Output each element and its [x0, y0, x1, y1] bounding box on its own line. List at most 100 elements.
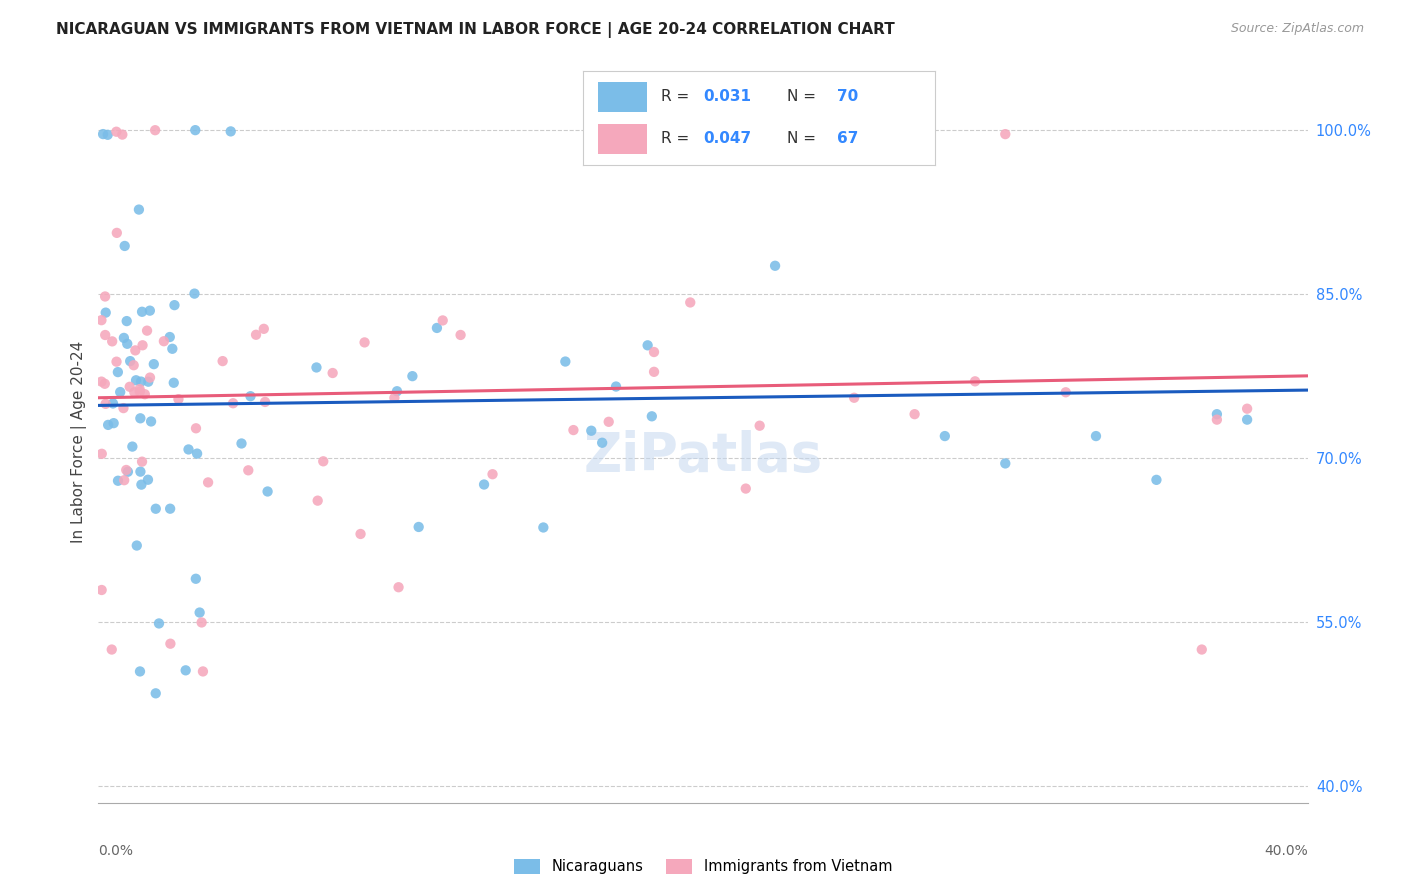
Point — [1144, 473, 1167, 487]
Point — [94, 376, 117, 391]
Point — [641, 409, 664, 424]
Point — [107, 474, 129, 488]
Point — [1054, 385, 1077, 400]
Point — [605, 379, 627, 393]
Point — [143, 123, 166, 137]
Point — [103, 416, 125, 430]
Point — [101, 334, 124, 349]
Point — [353, 335, 375, 350]
Point — [1206, 412, 1229, 426]
Text: 67: 67 — [837, 131, 858, 146]
Point — [401, 369, 423, 384]
Point — [219, 124, 242, 138]
Point — [139, 303, 162, 318]
Point — [211, 354, 233, 368]
Point — [148, 616, 170, 631]
Point — [136, 473, 159, 487]
Point — [117, 465, 139, 479]
Point — [159, 330, 181, 344]
Point — [763, 259, 786, 273]
Point — [162, 342, 184, 356]
Point — [145, 686, 167, 700]
Point — [105, 354, 128, 368]
Point — [748, 418, 770, 433]
Point — [114, 239, 136, 253]
Point — [643, 365, 665, 379]
Point — [163, 376, 186, 390]
Point — [385, 384, 408, 399]
Text: R =: R = — [661, 131, 695, 146]
Point — [94, 397, 117, 411]
Point — [159, 501, 181, 516]
Point — [184, 123, 207, 137]
Point — [128, 382, 150, 396]
Point — [131, 305, 153, 319]
Point — [112, 473, 135, 487]
Point — [115, 314, 138, 328]
Point — [105, 125, 128, 139]
Point — [934, 429, 956, 443]
Point — [129, 465, 152, 479]
Point — [163, 298, 186, 312]
Point — [91, 127, 114, 141]
Point — [245, 327, 267, 342]
Point — [190, 615, 212, 630]
Legend: Nicaraguans, Immigrants from Vietnam: Nicaraguans, Immigrants from Vietnam — [508, 853, 898, 880]
Point — [734, 482, 756, 496]
Point — [142, 357, 165, 371]
Point — [562, 423, 585, 437]
Point — [253, 322, 276, 336]
Point — [384, 391, 406, 405]
Point — [100, 642, 122, 657]
Point — [117, 336, 139, 351]
Point — [581, 424, 603, 438]
Point — [222, 396, 245, 410]
Point — [994, 127, 1017, 141]
Y-axis label: In Labor Force | Age 20-24: In Labor Force | Age 20-24 — [72, 341, 87, 542]
Point — [124, 385, 146, 400]
Point — [101, 396, 124, 410]
Point — [186, 447, 208, 461]
Point — [643, 345, 665, 359]
Text: Source: ZipAtlas.com: Source: ZipAtlas.com — [1230, 22, 1364, 36]
Text: N =: N = — [787, 131, 821, 146]
Point — [131, 338, 153, 352]
Point — [591, 435, 613, 450]
Point — [122, 358, 145, 372]
Point — [129, 411, 152, 425]
Point — [844, 391, 866, 405]
Point — [238, 463, 260, 477]
Point — [159, 637, 181, 651]
Text: NICARAGUAN VS IMMIGRANTS FROM VIETNAM IN LABOR FORCE | AGE 20-24 CORRELATION CHA: NICARAGUAN VS IMMIGRANTS FROM VIETNAM IN… — [56, 22, 896, 38]
Point — [120, 354, 142, 368]
Point — [256, 484, 278, 499]
Point — [965, 375, 987, 389]
Point — [679, 295, 702, 310]
Point — [153, 334, 176, 349]
Point — [177, 442, 200, 457]
Point — [139, 370, 162, 384]
Point — [128, 202, 150, 217]
Point — [90, 582, 112, 597]
Point — [108, 385, 131, 400]
Point — [136, 375, 159, 389]
Point — [90, 375, 112, 389]
Point — [312, 454, 335, 468]
Point — [1236, 412, 1258, 426]
Text: 70: 70 — [837, 89, 858, 104]
FancyBboxPatch shape — [598, 124, 647, 153]
Point — [129, 375, 152, 389]
Point — [115, 463, 138, 477]
Point — [994, 457, 1017, 471]
Point — [94, 305, 117, 319]
Point — [145, 501, 167, 516]
Point — [131, 455, 153, 469]
Point — [426, 321, 449, 335]
Point — [124, 343, 146, 358]
Point — [121, 440, 143, 454]
FancyBboxPatch shape — [598, 82, 647, 112]
Point — [307, 493, 329, 508]
Point — [97, 417, 120, 432]
Text: 40.0%: 40.0% — [1264, 845, 1308, 858]
Point — [94, 289, 117, 303]
